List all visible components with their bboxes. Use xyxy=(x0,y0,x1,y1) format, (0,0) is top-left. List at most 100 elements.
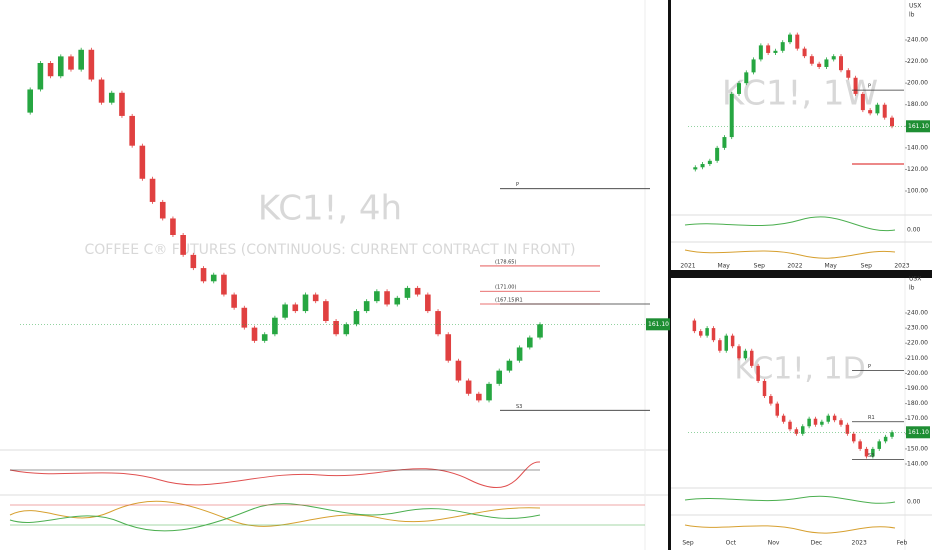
candle xyxy=(98,79,105,103)
candle xyxy=(737,346,741,359)
stoch-line xyxy=(684,524,896,534)
y-tick-label: 240.00 xyxy=(907,310,928,317)
candle xyxy=(37,63,44,90)
candle xyxy=(788,421,792,430)
candle xyxy=(537,324,543,338)
candle xyxy=(756,365,760,381)
rsi-line xyxy=(684,216,896,232)
x-tick-label: Oct xyxy=(726,540,737,547)
candle xyxy=(516,347,523,361)
candle xyxy=(445,334,452,361)
candle xyxy=(343,324,350,335)
candle xyxy=(875,104,880,114)
level-label: (178.65) xyxy=(495,259,516,265)
candle xyxy=(414,287,421,295)
candle xyxy=(722,137,727,148)
x-tick-label: 2021 xyxy=(680,263,695,270)
candle xyxy=(241,307,248,328)
candle xyxy=(807,418,811,427)
candle xyxy=(800,426,805,434)
candle xyxy=(838,56,844,71)
candle xyxy=(404,287,411,298)
candle xyxy=(149,178,156,202)
y-tick-label: 120.00 xyxy=(907,166,928,173)
candle xyxy=(889,117,895,127)
candle xyxy=(839,420,843,425)
candle xyxy=(353,311,360,325)
last-price-label: 161.10 xyxy=(908,429,929,436)
candle xyxy=(27,89,33,113)
candle xyxy=(751,59,756,73)
candle xyxy=(817,63,822,67)
x-tick-label: Nov xyxy=(768,540,780,547)
candle xyxy=(769,396,773,404)
candle xyxy=(190,254,197,269)
last-price-box xyxy=(906,120,930,133)
candle xyxy=(882,104,887,118)
level-label: R1 xyxy=(868,415,875,421)
candle xyxy=(820,421,824,425)
level-label: (167.15) xyxy=(495,297,516,303)
candle xyxy=(877,441,882,449)
last-price-box xyxy=(646,318,670,331)
candle xyxy=(707,160,712,165)
y-tick-label: 170.00 xyxy=(907,415,928,422)
x-tick-label: 2023 xyxy=(894,263,909,270)
stoch-line xyxy=(9,503,541,532)
candle xyxy=(858,441,862,449)
x-tick-label: Sep xyxy=(682,540,694,547)
candle xyxy=(527,337,533,348)
candle xyxy=(711,328,716,341)
candle xyxy=(851,433,856,442)
rsi-line xyxy=(9,461,541,488)
candle xyxy=(496,370,503,384)
candle xyxy=(758,45,763,60)
candle xyxy=(795,34,800,49)
candle xyxy=(425,294,431,312)
candle xyxy=(846,70,851,78)
candle xyxy=(506,360,513,371)
candle xyxy=(868,110,873,114)
level-label: R1 xyxy=(516,297,523,303)
candle xyxy=(883,436,888,442)
candle xyxy=(139,145,146,179)
y-tick-label: 190.00 xyxy=(907,385,928,392)
candle xyxy=(363,301,370,312)
candle xyxy=(88,49,95,80)
y-tick-label: 240.00 xyxy=(907,37,928,44)
candle xyxy=(715,147,720,161)
x-tick-label: May xyxy=(717,263,730,270)
candle xyxy=(374,291,380,302)
candle xyxy=(200,268,207,282)
unit: lb xyxy=(909,285,915,292)
candle xyxy=(68,56,74,70)
watermark: KC1!, 1D xyxy=(734,352,865,387)
x-tick-label: Dec xyxy=(811,540,823,547)
level-label: S3 xyxy=(868,453,874,459)
level-label: S3 xyxy=(516,404,522,410)
x-tick-label: May xyxy=(824,263,837,270)
candle xyxy=(832,415,837,421)
divider xyxy=(668,270,932,278)
candle xyxy=(231,294,237,308)
candle xyxy=(729,93,734,138)
candle xyxy=(744,72,749,84)
candle xyxy=(333,321,339,335)
candle xyxy=(890,432,894,437)
y-tick-label: 140.00 xyxy=(907,461,928,468)
candle xyxy=(476,393,482,401)
candle xyxy=(159,201,166,219)
unit: USX xyxy=(909,3,921,10)
y-tick-label: 100.00 xyxy=(907,188,928,195)
candle xyxy=(210,274,217,282)
candle xyxy=(465,380,472,394)
candle xyxy=(272,317,278,335)
last-price-box xyxy=(906,426,930,439)
unit: lb xyxy=(909,12,915,19)
last-price-label: 161.10 xyxy=(908,123,929,130)
candle xyxy=(824,59,829,67)
y-tick-label: 200.00 xyxy=(907,80,928,87)
y-tick-label: 230.00 xyxy=(907,325,928,332)
indicator-label: 0.00 xyxy=(907,499,921,506)
